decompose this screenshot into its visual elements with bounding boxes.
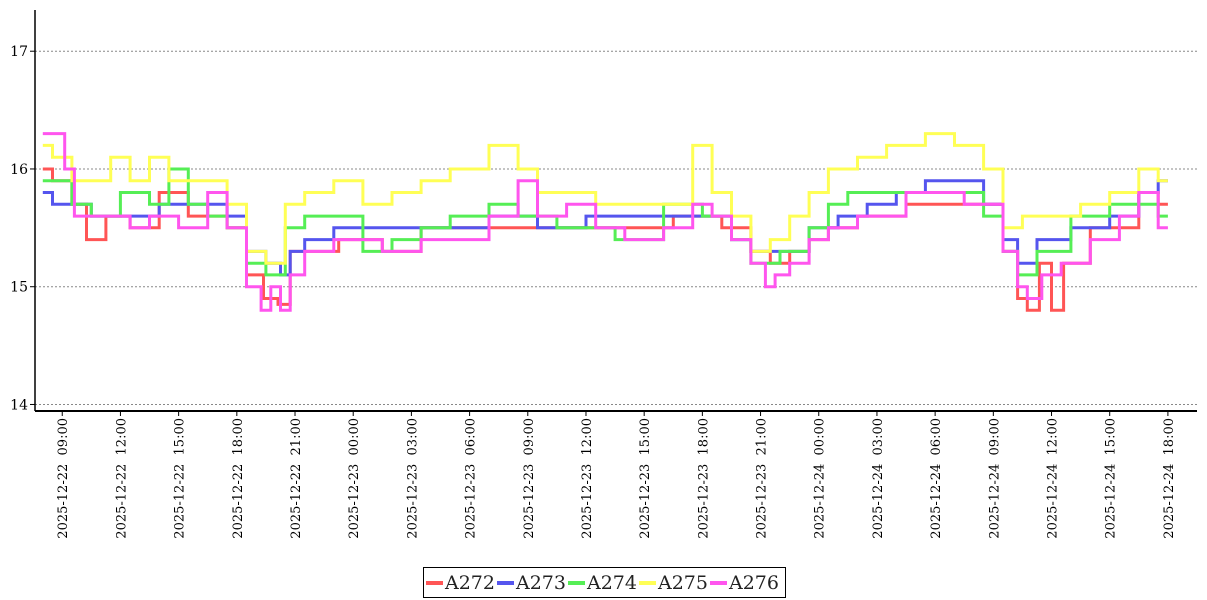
legend-item-a274: A274	[568, 572, 637, 594]
x-tick-label: 2025-12-22 21:00	[289, 418, 304, 539]
x-tick-label: 2025-12-24 06:00	[929, 418, 944, 539]
legend-swatch	[426, 580, 443, 585]
x-tick-label: 2025-12-24 18:00	[1162, 418, 1177, 539]
x-tick-label: 2025-12-23 09:00	[522, 418, 537, 539]
legend: A272 A273 A274 A275 A276	[423, 567, 786, 598]
legend-swatch	[568, 580, 585, 585]
legend-label: A276	[729, 571, 779, 594]
x-tick-label: 2025-12-22 18:00	[231, 418, 246, 539]
x-tick-label: 2025-12-24 12:00	[1046, 418, 1061, 539]
series-line-a272	[42, 167, 1168, 312]
series-lines	[42, 132, 1168, 312]
legend-label: A275	[658, 571, 708, 594]
y-tick-label: 15	[10, 280, 28, 296]
legend-item-a276: A276	[710, 572, 779, 594]
x-tick-label: 2025-12-24 09:00	[987, 418, 1002, 539]
legend-item-a273: A273	[497, 572, 566, 594]
y-tick-label: 16	[10, 162, 28, 178]
legend-label: A274	[587, 571, 637, 594]
series-line-a276	[42, 132, 1168, 312]
x-tick-label: 2025-12-22 15:00	[173, 418, 188, 539]
x-tick-label: 2025-12-24 00:00	[813, 418, 828, 539]
x-tick-label: 2025-12-23 00:00	[347, 418, 362, 539]
legend-label: A272	[445, 571, 495, 594]
series-line-a274	[42, 167, 1168, 277]
x-tick-label: 2025-12-24 15:00	[1104, 418, 1119, 539]
legend-swatch	[497, 580, 514, 585]
x-tick-label: 2025-12-23 15:00	[638, 418, 653, 539]
x-tick-label: 2025-12-23 12:00	[580, 418, 595, 539]
x-tick-label: 2025-12-23 18:00	[696, 418, 711, 539]
x-tick-label: 2025-12-24 03:00	[871, 418, 886, 539]
x-tick-label: 2025-12-23 03:00	[405, 418, 420, 539]
y-tick-label: 17	[10, 44, 28, 60]
x-tick-label: 2025-12-22 09:00	[56, 418, 71, 539]
legend-swatch	[639, 580, 656, 585]
series-line-a275	[42, 132, 1168, 265]
y-tick-labels: 14 15 16 17	[10, 44, 35, 413]
x-tick-label: 2025-12-22 12:00	[114, 418, 129, 539]
x-tick-label: 2025-12-23 06:00	[464, 418, 479, 539]
legend-label: A273	[516, 571, 566, 594]
axes	[34, 10, 1197, 412]
x-tick-labels: 2025-12-22 09:00 2025-12-22 12:00 2025-12-…	[56, 411, 1177, 539]
x-tick-label: 2025-12-23 21:00	[755, 418, 770, 539]
legend-item-a272: A272	[426, 572, 495, 594]
legend-swatch	[710, 580, 727, 585]
legend-item-a275: A275	[639, 572, 708, 594]
grid-lines	[35, 50, 1197, 405]
y-tick-label: 14	[10, 397, 28, 413]
